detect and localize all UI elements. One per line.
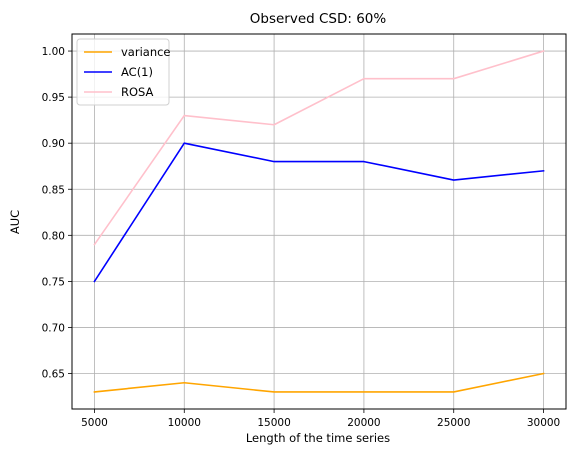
chart-title: Observed CSD: 60% bbox=[250, 11, 387, 27]
x-tick-label: 10000 bbox=[168, 417, 201, 429]
y-tick-label: 0.90 bbox=[42, 138, 65, 150]
y-ticks: 0.65 0.70 0.75 0.80 0.85 0.90 0.95 1.00 bbox=[42, 46, 72, 381]
y-tick-label: 0.80 bbox=[42, 230, 65, 242]
grid bbox=[72, 34, 566, 409]
x-tick-label: 5000 bbox=[81, 417, 108, 429]
y-tick-label: 0.70 bbox=[42, 322, 65, 334]
x-tick-label: 30000 bbox=[527, 417, 560, 429]
legend: variance AC(1) ROSA bbox=[76, 38, 171, 106]
legend-label: variance bbox=[121, 45, 171, 59]
series-lines bbox=[93, 50, 545, 393]
x-ticks: 5000 10000 15000 20000 25000 30000 bbox=[81, 409, 560, 429]
y-tick-label: 1.00 bbox=[42, 46, 65, 58]
y-tick-label: 0.95 bbox=[42, 92, 65, 104]
y-axis-label: AUC bbox=[8, 210, 22, 234]
series-line-1 bbox=[93, 142, 545, 283]
series-line-0 bbox=[93, 372, 545, 393]
legend-label: ROSA bbox=[121, 85, 154, 99]
y-tick-label: 0.75 bbox=[42, 276, 65, 288]
x-tick-label: 20000 bbox=[347, 417, 380, 429]
y-tick-label: 0.65 bbox=[42, 369, 65, 381]
x-axis-label: Length of the time series bbox=[246, 431, 390, 445]
x-tick-label: 25000 bbox=[437, 417, 470, 429]
y-tick-label: 0.85 bbox=[42, 184, 65, 196]
legend-label: AC(1) bbox=[121, 65, 153, 79]
x-tick-label: 15000 bbox=[257, 417, 290, 429]
legend-box bbox=[76, 38, 170, 106]
plot-frame bbox=[71, 33, 567, 410]
series-line-2 bbox=[93, 50, 545, 246]
